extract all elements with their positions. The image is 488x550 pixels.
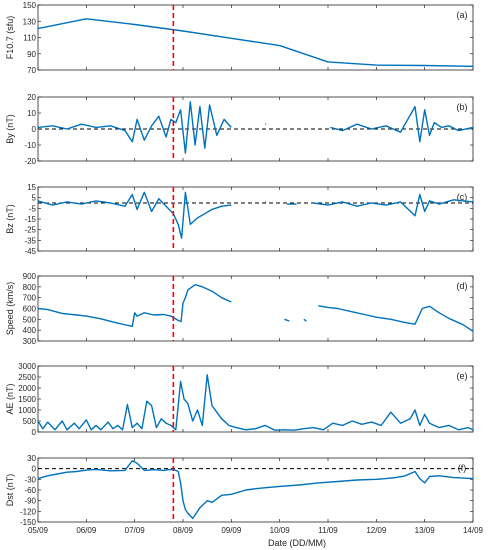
y-axis-title: Bz (nT) <box>5 204 15 234</box>
panel-label: (d) <box>457 281 468 291</box>
y-axis-title: AE (nT) <box>5 383 15 414</box>
panel-label: (c) <box>457 192 468 202</box>
y-tick-label: -25 <box>24 226 36 235</box>
y-tick-label: 2000 <box>18 384 36 393</box>
y-tick-label: 30 <box>27 454 36 463</box>
series-line <box>37 101 474 154</box>
y-tick-label: 0 <box>32 428 37 437</box>
panel-1: 70 90 110 130 150 F10.7 (sfu) (a) <box>5 1 474 75</box>
y-axis-title: Speed (km/s) <box>5 282 15 336</box>
y-axis-title: Dst (nT) <box>5 474 15 507</box>
y-tick-label: 2500 <box>18 373 36 382</box>
series-line <box>37 18 474 67</box>
y-tick-label: -120 <box>20 507 37 516</box>
x-tick-label: 07/09 <box>125 526 146 535</box>
y-tick-label: 800 <box>23 283 37 292</box>
y-tick-label: 5 <box>32 194 37 203</box>
y-tick-label: 130 <box>23 17 37 26</box>
y-tick-label: 20 <box>27 93 36 102</box>
axes-box <box>37 4 474 71</box>
axes-box <box>37 275 474 342</box>
axes-box <box>37 365 474 433</box>
panel-5: 0 500 1000 1500 2000 2500 3000 AE (nT) (e) <box>5 362 474 437</box>
x-tick-label: 12/09 <box>366 526 387 535</box>
y-tick-label: -20 <box>24 157 36 166</box>
axes-box <box>37 457 474 523</box>
panel-label: (b) <box>457 102 468 112</box>
y-tick-label: 1500 <box>18 395 36 404</box>
y-axis-title: F10.7 (sfu) <box>5 16 15 60</box>
y-tick-label: 0 <box>32 465 37 474</box>
y-tick-label: -15 <box>24 215 36 224</box>
x-tick-label: 08/09 <box>173 526 194 535</box>
x-tick-label: 10/09 <box>270 526 291 535</box>
y-tick-label: 500 <box>23 417 37 426</box>
y-tick-label: 0 <box>32 125 37 134</box>
y-tick-label: 600 <box>23 305 37 314</box>
y-tick-label: 70 <box>27 66 36 75</box>
axes-box <box>37 186 474 252</box>
y-tick-label: -90 <box>24 497 36 506</box>
y-tick-label: -60 <box>24 486 36 495</box>
x-tick-label: 05/09 <box>28 526 49 535</box>
y-tick-label: 700 <box>23 294 37 303</box>
y-tick-label: 3000 <box>18 362 36 371</box>
panel-label: (a) <box>457 10 468 20</box>
y-tick-label: -30 <box>24 475 36 484</box>
y-tick-label: -35 <box>24 236 36 245</box>
y-tick-label: -5 <box>29 204 37 213</box>
y-tick-label: -45 <box>24 247 36 256</box>
y-tick-label: 15 <box>27 183 36 192</box>
y-tick-label: 110 <box>23 34 36 43</box>
y-tick-label: 1000 <box>18 406 36 415</box>
y-axis-title: By (nT) <box>5 114 15 144</box>
series-line <box>37 374 474 431</box>
y-tick-label: 150 <box>23 1 37 10</box>
x-axis-title: Date (DD/MM) <box>268 538 326 548</box>
x-tick-label: 09/09 <box>221 526 242 535</box>
y-tick-label: 300 <box>23 337 37 346</box>
series-line <box>37 284 474 332</box>
y-tick-label: 10 <box>27 109 36 118</box>
x-tick-label: 06/09 <box>76 526 97 535</box>
panel-label: (e) <box>457 371 468 381</box>
x-tick-label: 14/09 <box>463 526 484 535</box>
x-tick-label: 13/09 <box>415 526 436 535</box>
y-tick-label: 500 <box>23 315 37 324</box>
panel-3: -45 -35-25 -15 -55 15 Bz (nT) (c) <box>5 183 474 256</box>
panel-6: -150 -120-90 -60 -300 30 Dst (nT) (f) <box>5 454 474 527</box>
y-tick-label: -150 <box>20 518 37 527</box>
y-tick-label: 90 <box>27 50 36 59</box>
series-line <box>37 460 474 520</box>
y-tick-label: -10 <box>24 141 36 150</box>
y-tick-label: 400 <box>23 326 37 335</box>
panel-2: -20 -10 0 10 20 By (nT) (b) <box>5 93 474 166</box>
panel-label: (f) <box>458 463 467 473</box>
series-line <box>37 191 474 239</box>
x-tick-label: 11/09 <box>318 526 338 535</box>
y-tick-label: 900 <box>23 272 37 281</box>
